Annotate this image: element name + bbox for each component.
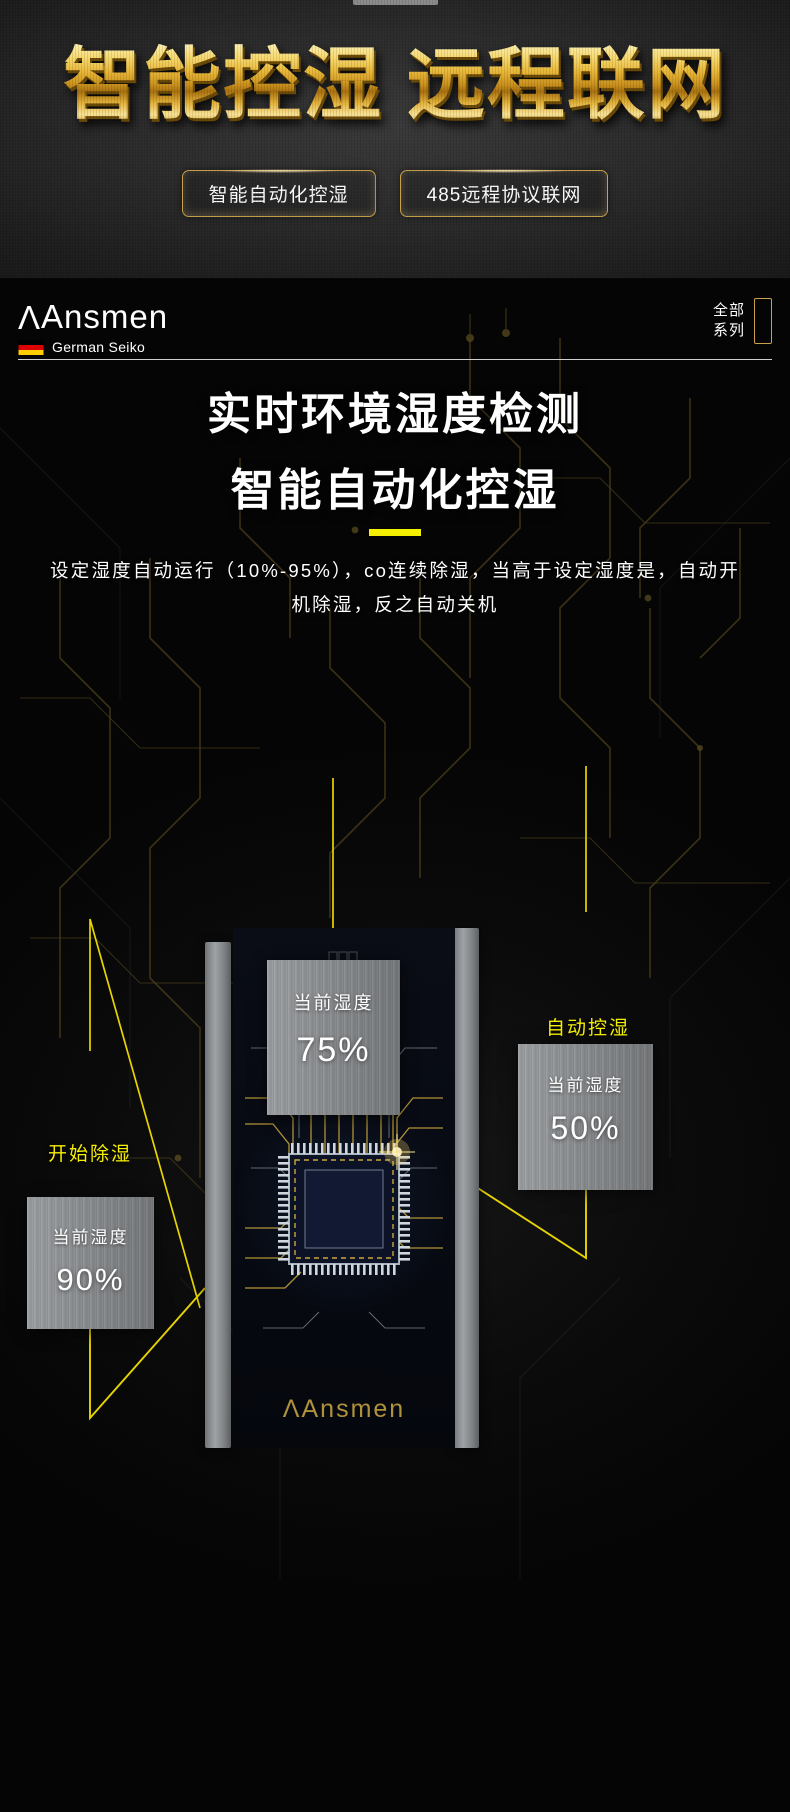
banner-notch (353, 0, 438, 5)
hero-title: 智能控湿 远程联网 (0, 43, 790, 126)
series-indicator[interactable]: 全部 系列 (713, 298, 772, 344)
heading-divider (369, 529, 421, 536)
humidity-card-label: 当前湿度 (547, 1076, 624, 1095)
series-label: 全部 系列 (713, 301, 745, 342)
device-left-pillar (205, 942, 231, 1448)
feature-pill-485-network[interactable]: 485远程协议联网 (399, 169, 609, 217)
brand-subtitle-group: German Seiko (18, 339, 145, 355)
humidity-card-value: 90% (56, 1262, 125, 1297)
circuit-background-decoration (0, 308, 790, 1578)
humidity-card-auto: 当前湿度 50% (518, 1044, 653, 1190)
series-label-line2: 系列 (712, 322, 745, 339)
series-label-line1: 全部 (712, 301, 745, 319)
card-tag-start-dehumidify: 开始除湿 (48, 1144, 133, 1165)
brand-logo-mark: Λ (18, 299, 42, 336)
content-section: ΛAnsmen German Seiko 全部 系列 实时环境湿度检测 智能自动 (0, 278, 790, 1812)
section-heading-line2: 智能自动化控湿 (230, 466, 560, 515)
feature-pill-humidity-control[interactable]: 智能自动化控湿 (181, 169, 376, 217)
humidity-card-continuous: 当前湿度 75% (267, 960, 400, 1115)
brand-tagline: German Seiko (52, 339, 146, 355)
humidity-card-value: 50% (550, 1110, 621, 1146)
brand-logo-text: Ansmen (41, 298, 169, 335)
section-heading-line1: 实时环境湿度检测 (207, 390, 583, 439)
device-brand-mark: Λ (282, 1395, 302, 1423)
brand-header-bar: ΛAnsmen German Seiko 全部 系列 (18, 298, 772, 360)
device-right-pillar (453, 928, 479, 1448)
humidity-card-start: 当前湿度 90% (27, 1197, 154, 1329)
humidity-card-label: 当前湿度 (293, 993, 374, 1013)
section-description: 设定湿度自动运行（10%-95%），co连续除湿，当高于设定湿度是，自动开机除湿… (50, 560, 740, 615)
brand-logo: ΛAnsmen (18, 298, 169, 336)
device-brand-text: Ansmen (301, 1395, 406, 1423)
device-brand-logo: ΛAnsmen (233, 1395, 455, 1424)
hero-feature-pills: 智能自动化控湿 485远程协议联网 (0, 169, 790, 217)
humidity-card-value: 75% (296, 1031, 371, 1069)
card-tag-auto-humidity-control: 自动控湿 (546, 1018, 631, 1039)
humidity-card-label: 当前湿度 (52, 1228, 129, 1247)
series-device-icon (754, 298, 772, 344)
german-flag-icon (18, 339, 44, 355)
hero-banner: 智能控湿 远程联网 智能自动化控湿 485远程协议联网 (0, 0, 790, 278)
